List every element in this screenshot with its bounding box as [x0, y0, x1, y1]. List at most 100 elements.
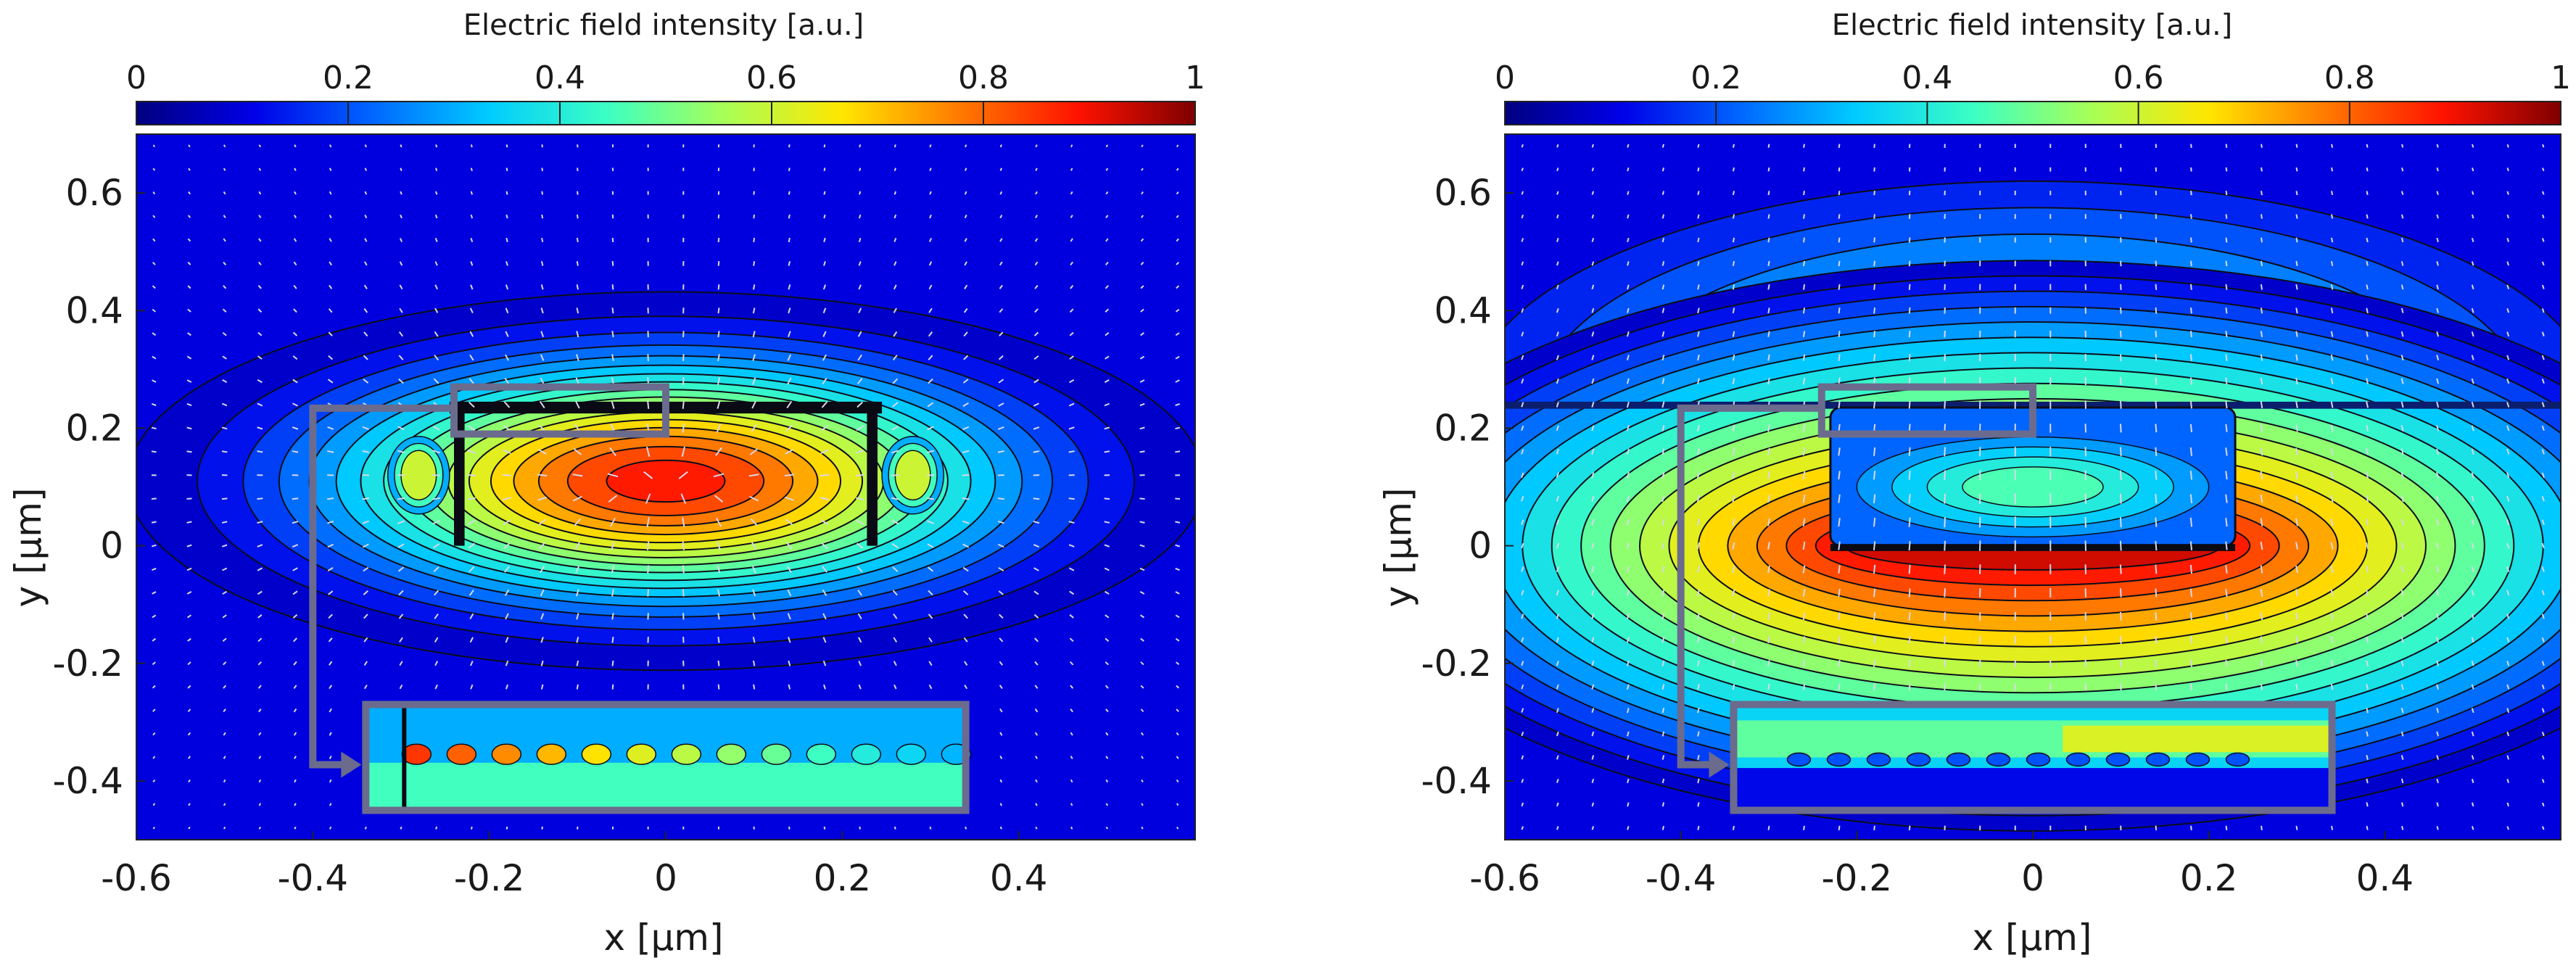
field-arrow: [2541, 731, 2545, 737]
field-arrow: [1873, 541, 1876, 550]
field-arrow: [2506, 284, 2510, 289]
field-arrow: [1627, 191, 1630, 195]
field-arrow: [785, 518, 793, 526]
field-arrow: [820, 474, 830, 476]
inset-hotspot: [761, 743, 792, 765]
colorbar-tick-label: 0.6: [746, 59, 797, 96]
field-arrow: [715, 517, 722, 527]
field-arrow: [1139, 450, 1145, 453]
field-arrow: [2189, 447, 2193, 456]
field-arrow: [1070, 191, 1073, 195]
field-arrow: [717, 541, 721, 550]
field-arrow: [292, 426, 299, 430]
field-arrow: [1175, 614, 1180, 619]
field-layer: [136, 134, 1195, 840]
field-arrow: [1176, 708, 1179, 712]
x-tick-label: -0.4: [1646, 857, 1717, 899]
field-arrow: [963, 331, 968, 337]
field-arrow: [292, 379, 298, 384]
colorbar-gradient: [1504, 101, 2561, 125]
field-arrow: [292, 613, 298, 619]
field-arrow: [611, 660, 614, 666]
ridge-contour: [1962, 466, 2104, 508]
field-arrow: [1141, 191, 1144, 195]
field-arrow: [2541, 542, 2545, 549]
field-arrow: [1521, 542, 1524, 549]
colorbar-tick-label: 0: [1495, 59, 1515, 96]
field-arrow: [2436, 518, 2440, 526]
field-arrow: [2189, 636, 2192, 644]
field-arrow: [820, 519, 829, 526]
metal-left-wall: [454, 401, 465, 546]
field-arrow: [188, 191, 191, 195]
field-arrow: [1873, 190, 1875, 196]
field-arrow: [1661, 778, 1665, 784]
field-arrow: [2471, 731, 2474, 737]
field-arrow: [1070, 215, 1073, 218]
field-arrow: [1140, 332, 1144, 336]
field-arrow: [1140, 708, 1144, 713]
field-arrow: [1661, 237, 1665, 243]
field-arrow: [1105, 285, 1109, 289]
field-arrow: [1873, 494, 1876, 504]
field-arrow: [1838, 447, 1841, 456]
field-arrow: [2436, 660, 2440, 666]
field-arrow: [187, 285, 191, 289]
field-arrow: [399, 307, 403, 313]
field-arrow: [469, 354, 474, 361]
field-arrow: [1176, 262, 1179, 265]
field-arrow: [1767, 237, 1770, 243]
inset-arrowhead: [1709, 751, 1730, 778]
field-arrow: [1591, 331, 1595, 337]
field-arrow: [855, 497, 864, 500]
field-arrow: [1944, 447, 1947, 457]
field-arrow: [2330, 424, 2334, 432]
field-arrow: [258, 732, 262, 736]
field-arrow: [2260, 494, 2263, 503]
field-arrow: [468, 590, 474, 596]
field-arrow: [327, 543, 334, 548]
field-arrow: [505, 144, 508, 148]
field-arrow: [505, 307, 509, 314]
x-tick-label: 0: [2021, 857, 2044, 899]
field-arrow: [822, 354, 827, 361]
field-arrow: [1521, 261, 1524, 266]
field-arrow: [364, 168, 368, 171]
field-arrow: [328, 590, 334, 595]
field-arrow: [2436, 637, 2440, 643]
field-arrow: [682, 541, 685, 550]
field-arrow: [611, 565, 615, 574]
field-arrow: [1105, 215, 1109, 218]
field-arrow: [2366, 354, 2369, 361]
field-arrow: [397, 474, 405, 476]
field-arrow: [2506, 495, 2510, 502]
x-tick-label: -0.2: [1822, 857, 1893, 899]
field-arrow: [363, 331, 368, 337]
field-arrow: [2366, 307, 2369, 314]
field-arrow: [1696, 589, 1700, 597]
field-arrow: [540, 660, 544, 666]
field-arrow: [1732, 237, 1735, 243]
field-arrow: [1034, 308, 1039, 313]
field-arrow: [2541, 613, 2545, 619]
field-arrow: [1661, 637, 1665, 643]
field-arrow: [2189, 612, 2192, 621]
field-arrow: [964, 191, 967, 195]
field-arrow: [2260, 612, 2263, 621]
field-arrow: [2471, 637, 2474, 643]
x-tick-label: -0.4: [278, 857, 349, 899]
field-arrow: [1873, 636, 1876, 644]
field-arrow: [294, 826, 297, 830]
field-arrow: [470, 191, 473, 195]
field-arrow: [822, 284, 827, 290]
field-arrow: [504, 377, 510, 385]
field-arrow: [2436, 731, 2439, 737]
field-arrow: [222, 614, 227, 619]
field-arrow: [997, 520, 1004, 524]
field-arrow: [329, 826, 332, 830]
field-arrow: [2471, 378, 2474, 384]
field-arrow: [1070, 144, 1073, 148]
field-arrow: [785, 448, 794, 455]
field-arrow: [2366, 260, 2369, 266]
field-arrow: [1626, 590, 1630, 596]
